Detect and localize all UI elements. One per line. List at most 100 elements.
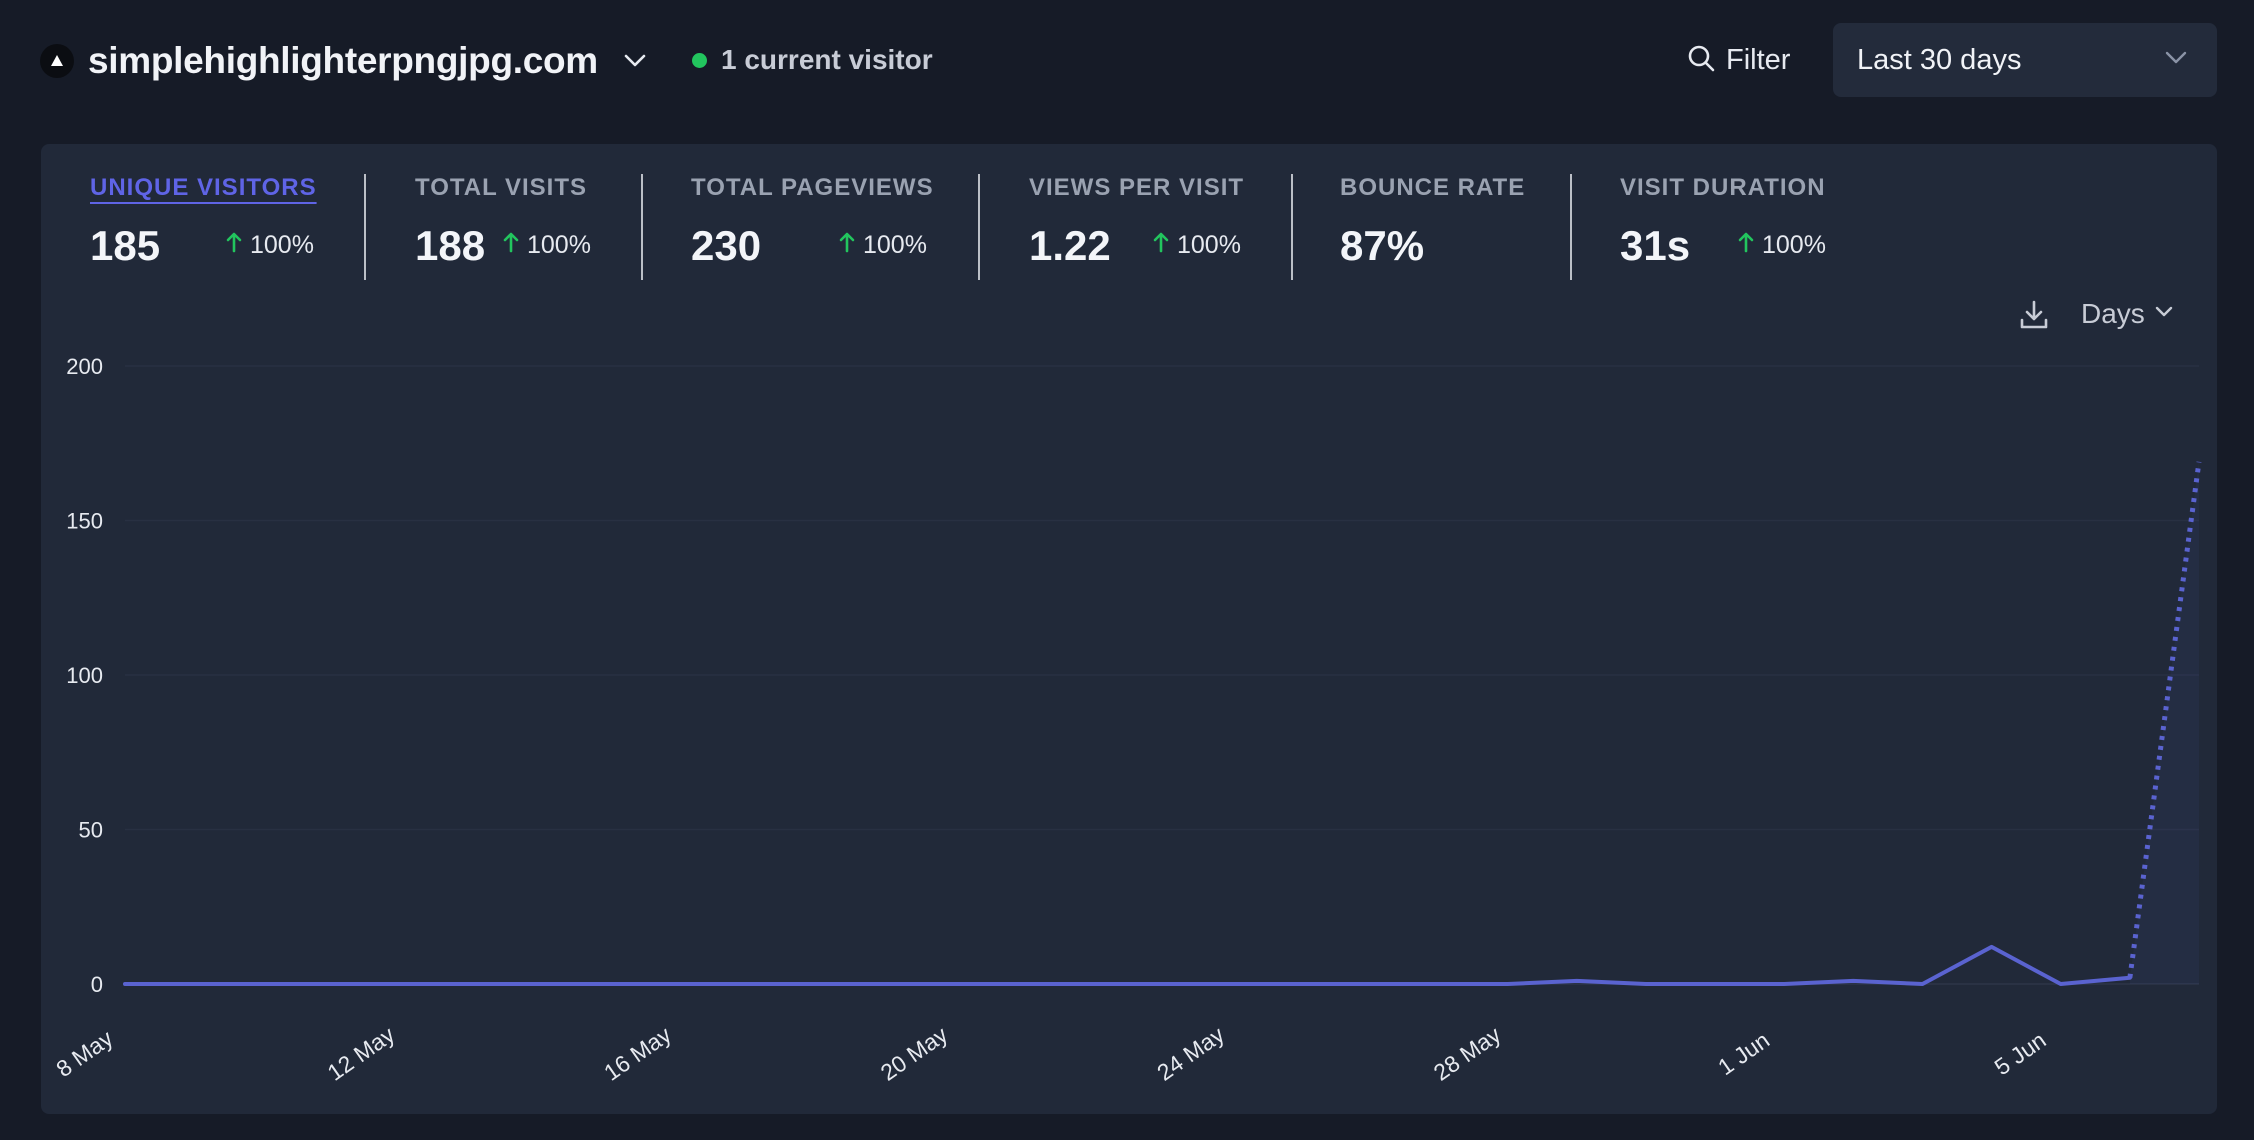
metric-value: 87% [1340,222,1425,269]
y-tick-label: 0 [91,972,103,997]
series-area [2129,461,2199,984]
y-tick-label: 150 [66,509,103,534]
metric-total-pageviews[interactable]: TOTAL PAGEVIEWS 230 100% [691,174,951,282]
data-point [191,981,197,987]
visitor-graph-card: UNIQUE VISITORS 185 100% TOTAL VISITS 18… [41,144,2217,1114]
arrow-up-icon [503,231,519,260]
x-tick-label: 16 May [599,1021,676,1086]
data-point [744,981,750,987]
metric-divider [1570,174,1572,280]
series-line-incomplete [2127,461,2202,979]
x-tick-label: 28 May [1429,1021,1506,1086]
metric-change-value: 100% [863,231,927,259]
metric-change: 100% [503,231,591,260]
x-tick-label: 12 May [323,1021,400,1086]
metric-divider [364,174,366,280]
period-label: Last 30 days [1857,43,2022,76]
metric-views-per-visit[interactable]: VIEWS PER VISIT 1.22 100% [1029,174,1269,282]
data-point [2058,981,2064,987]
metric-unique-visitors[interactable]: UNIQUE VISITORS 185 100% [90,174,320,282]
data-point [1781,981,1787,987]
metric-label: TOTAL VISITS [415,174,588,201]
metric-label: TOTAL PAGEVIEWS [691,174,934,201]
data-point [537,981,543,987]
metric-value: 31s [1620,222,1691,269]
metric-label: BOUNCE RATE [1340,174,1526,201]
metric-change-value: 100% [527,231,591,259]
site-favicon-icon [40,44,74,78]
site-switcher[interactable]: simplehighlighterpngjpg.com [40,38,646,84]
metric-change-value: 100% [1762,231,1826,259]
period-select[interactable]: Last 30 days [1833,23,2217,97]
data-point [1228,981,1234,987]
data-point [1366,981,1372,987]
x-tick-label: 5 Jun [1990,1027,2051,1081]
y-tick-label: 100 [66,663,103,688]
data-point [1574,978,1580,984]
live-dot-icon [692,52,707,68]
data-point [329,981,335,987]
data-point [1989,944,1995,950]
metric-label: VISIT DURATION [1620,174,1826,201]
x-tick-label: 24 May [1152,1021,1229,1086]
metric-divider [1291,174,1293,280]
arrow-up-icon [839,231,855,260]
filter-button[interactable]: Filter [1686,40,1790,80]
metric-change: 100% [839,231,927,260]
x-tick-label: 8 May [51,1025,118,1083]
data-point [675,981,681,987]
data-point [606,981,612,987]
metric-label: UNIQUE VISITORS [90,174,317,201]
series-line [123,944,2132,986]
data-point [260,981,266,987]
data-point [1505,981,1511,987]
data-point [1643,981,1649,987]
interval-label: Days [2081,298,2145,329]
metric-change-value: 100% [250,231,314,259]
data-point [1436,981,1442,987]
metric-value: 188 [415,222,486,269]
x-tick-label: 1 Jun [1713,1027,1774,1081]
metric-change: 100% [1738,231,1826,260]
data-point [882,981,888,987]
visitors-line-chart: 0 50 100 150 200 8 May 12 May 16 May 20 May 24 Ma… [51,354,2202,1086]
metric-divider [978,174,980,280]
site-name: simplehighlighterpngjpg.com [88,40,598,81]
data-point [122,981,128,987]
metric-divider [641,174,643,280]
data-point [468,981,474,987]
chevron-down-icon [624,54,646,68]
data-point [1090,981,1096,987]
metric-change: 100% [1153,231,1241,260]
chevron-down-icon [2155,305,2173,323]
search-icon [1686,43,1716,78]
arrow-up-icon [1153,231,1169,260]
current-visitors-label: 1 current visitor [721,44,933,75]
data-point [2127,975,2133,981]
data-point [1297,981,1303,987]
metric-value: 185 [90,222,161,269]
data-point [1021,981,1027,987]
y-tick-label: 200 [66,354,103,379]
metric-change-value: 100% [1177,231,1241,259]
interval-select[interactable]: Days [2081,296,2173,332]
metric-visit-duration[interactable]: VISIT DURATION 31s 100% [1620,174,1850,282]
metric-value: 230 [691,222,762,269]
arrow-up-icon [226,231,242,260]
metric-label: VIEWS PER VISIT [1029,174,1245,201]
arrow-up-icon [1738,231,1754,260]
data-point [399,981,405,987]
data-point [1159,981,1165,987]
download-icon[interactable] [2017,298,2051,332]
data-point [952,981,958,987]
filter-label: Filter [1726,43,1791,76]
metric-bounce-rate[interactable]: BOUNCE RATE 87% [1340,174,1540,282]
current-visitors[interactable]: 1 current visitor [692,40,933,80]
data-point [1712,981,1718,987]
x-tick-label: 20 May [876,1021,953,1086]
data-point [813,981,819,987]
metric-value: 1.22 [1029,222,1111,269]
data-point [1919,981,1925,987]
metric-total-visits[interactable]: TOTAL VISITS 188 100% [415,174,615,282]
chevron-down-icon [2165,51,2187,70]
